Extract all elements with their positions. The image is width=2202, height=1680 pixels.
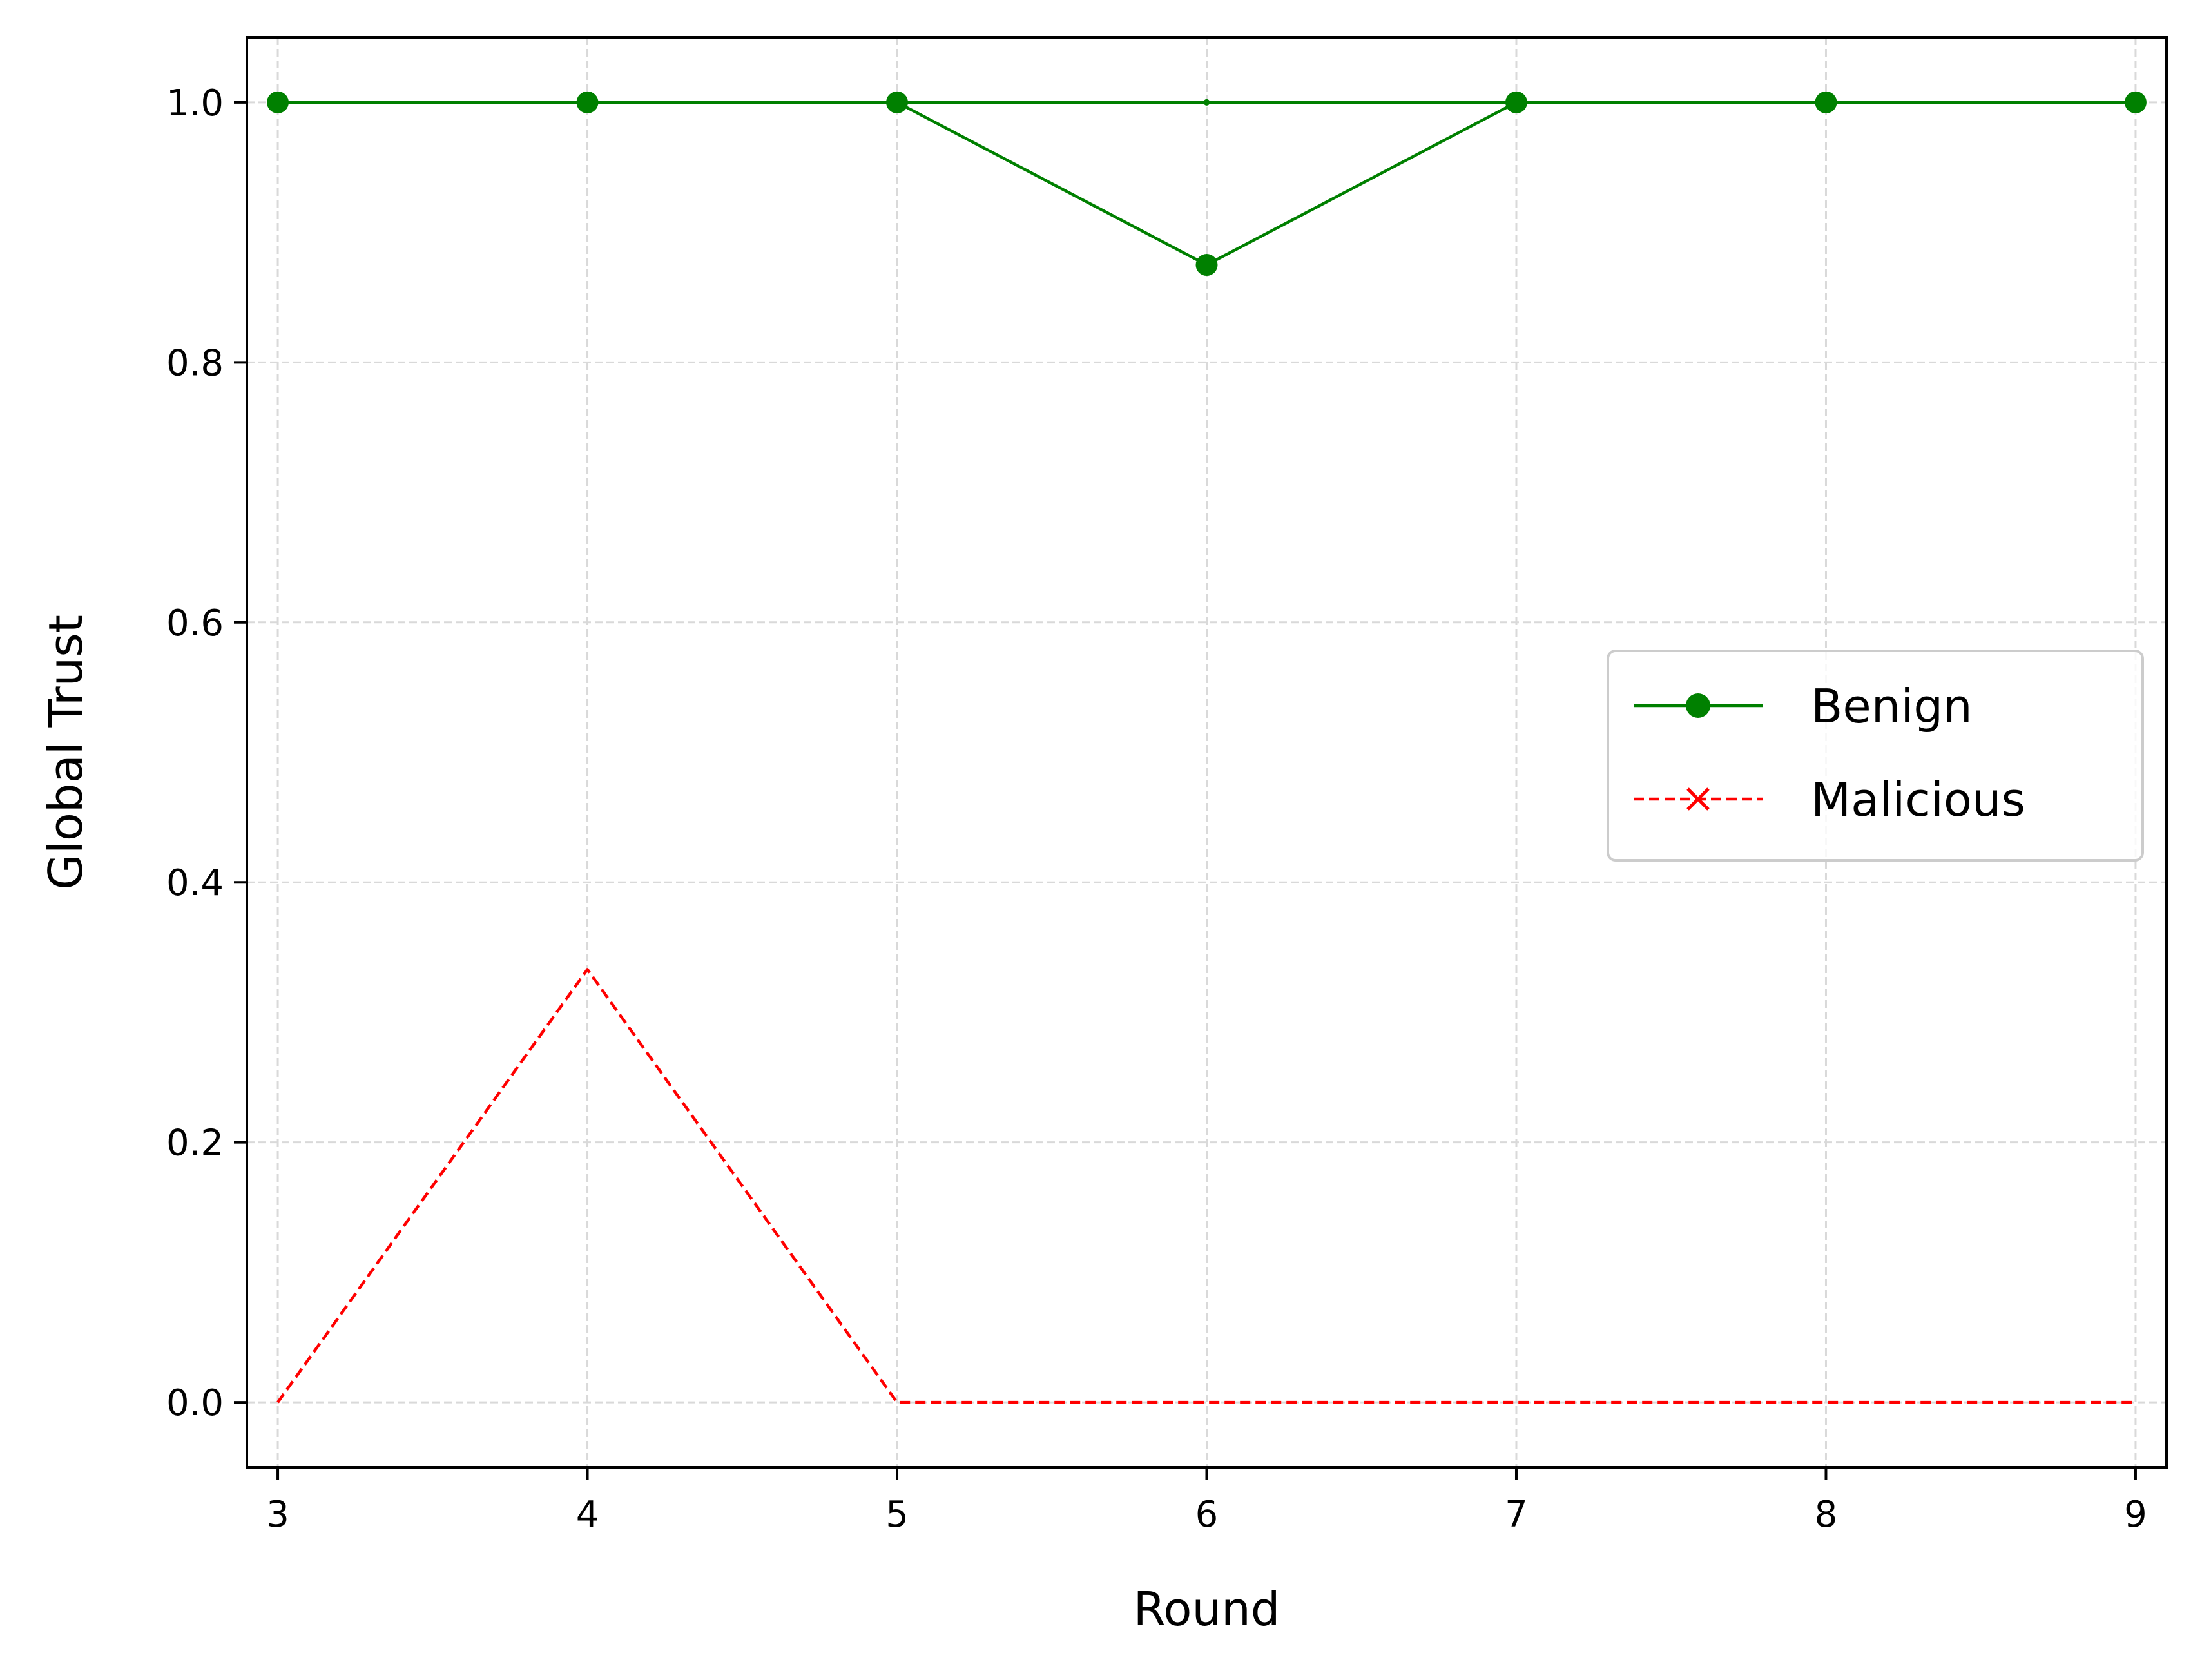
data-point: [2132, 99, 2139, 106]
y-tick-label: 0.4: [166, 862, 224, 904]
y-tick-label: 1.0: [166, 82, 224, 124]
data-point: [275, 99, 282, 106]
legend-label-malicious: Malicious: [1811, 773, 2025, 827]
legend: Benign Malicious: [1607, 650, 2144, 862]
x-tick-label: 9: [2124, 1494, 2147, 1536]
data-point: [1512, 99, 1520, 106]
y-axis: 0.0 0.2 0.4 0.6 0.8 1.0: [166, 82, 247, 1424]
y-tick-label: 0.2: [166, 1123, 224, 1164]
legend-label-benign: Benign: [1811, 679, 1973, 733]
x-tick-label: 6: [1195, 1494, 1219, 1536]
y-axis-label: Global Trust: [39, 615, 93, 890]
series-malicious-2: [276, 968, 2136, 1404]
x-axis: 3 4 5 6 7 8 9: [266, 1467, 2147, 1536]
y-tick-label: 0.8: [166, 342, 224, 384]
data-point: [584, 99, 591, 106]
x-tick-label: 4: [576, 1494, 599, 1536]
x-tick-label: 7: [1505, 1494, 1528, 1536]
series-line-malicious: [276, 968, 2136, 1404]
data-point: [1203, 99, 1210, 106]
legend-marker-benign: [1686, 693, 1710, 718]
series-layer: [267, 91, 2147, 1404]
x-tick-label: 5: [885, 1494, 909, 1536]
legend-box: [1607, 650, 2144, 862]
y-tick-label: 0.6: [166, 603, 224, 644]
data-point: [894, 99, 901, 106]
x-tick-label: 3: [266, 1494, 289, 1536]
x-tick-label: 8: [1815, 1494, 1838, 1536]
y-tick-label: 0.0: [166, 1382, 224, 1424]
x-axis-label: Round: [1134, 1582, 1280, 1636]
data-point: [1195, 254, 1218, 276]
series-benign-1: [275, 99, 2139, 106]
legend-marker-malicious: [1686, 787, 1710, 811]
data-point: [1822, 99, 1830, 106]
